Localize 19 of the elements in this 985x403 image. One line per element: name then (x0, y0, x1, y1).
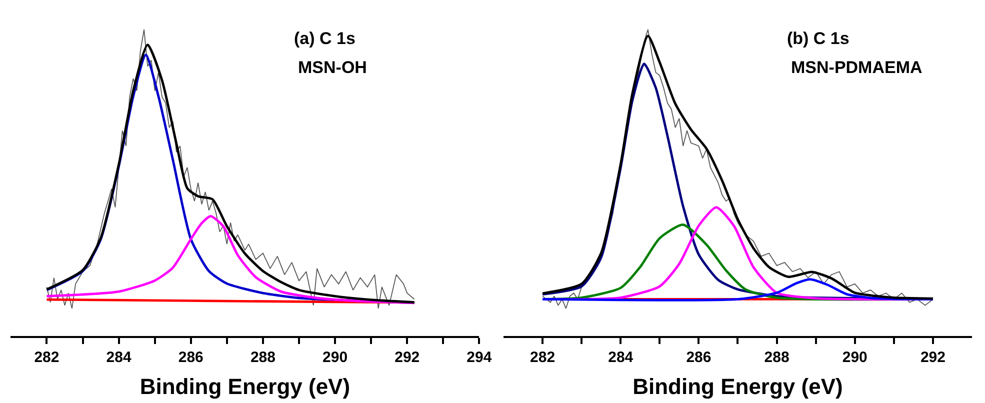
annotation: MSN-OH (298, 58, 367, 77)
x-tick-label: 288 (250, 348, 276, 366)
x-axis-title: Binding Energy (eV) (632, 374, 843, 400)
x-tick-label: 286 (178, 348, 204, 366)
x-tick-label: 290 (322, 348, 348, 366)
x-tick-label: 282 (34, 348, 60, 366)
x-tick-label: 290 (842, 348, 868, 366)
annotation: (a) C 1s (294, 29, 356, 48)
annotation: (b) C 1s (787, 29, 850, 48)
x-tick-label: 294 (466, 348, 492, 366)
x-tick-label: 284 (106, 348, 132, 366)
x-tick-label: 282 (530, 348, 556, 366)
x-tick-label: 284 (608, 348, 634, 366)
x-tick-label: 288 (764, 348, 790, 366)
x-tick-label: 292 (920, 348, 946, 366)
x-tick-label: 286 (686, 348, 712, 366)
x-tick-label: 292 (394, 348, 420, 366)
annotation: MSN-PDMAEMA (791, 58, 922, 77)
x-axis-title: Binding Energy (eV) (140, 374, 350, 400)
